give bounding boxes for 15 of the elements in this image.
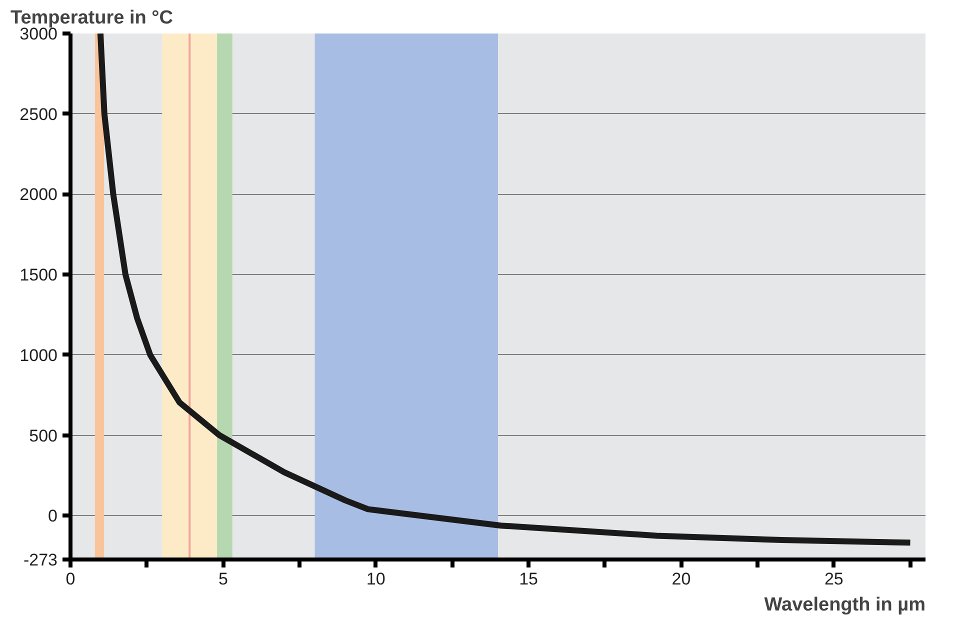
y-axis-title: Temperature in °C [10, 8, 174, 28]
x-tick-label: 0 [66, 570, 76, 588]
x-tick-label: 20 [672, 570, 691, 588]
y-tick-label: 1500 [20, 266, 58, 285]
y-tick-label: -273 [23, 550, 58, 570]
y-tick-label: 500 [29, 426, 58, 446]
y-tick-label: 2000 [20, 185, 58, 204]
x-tick-label: 5 [218, 570, 228, 588]
x-axis-title: Wavelength in µm [764, 594, 926, 616]
y-tick-label: 0 [48, 506, 58, 526]
y-tick-label: 1000 [20, 346, 58, 365]
x-tick-label: 25 [824, 570, 844, 588]
y-tick-label: 2500 [20, 104, 58, 124]
x-tick-label: 15 [519, 570, 538, 588]
x-tick-label: 10 [366, 570, 386, 588]
